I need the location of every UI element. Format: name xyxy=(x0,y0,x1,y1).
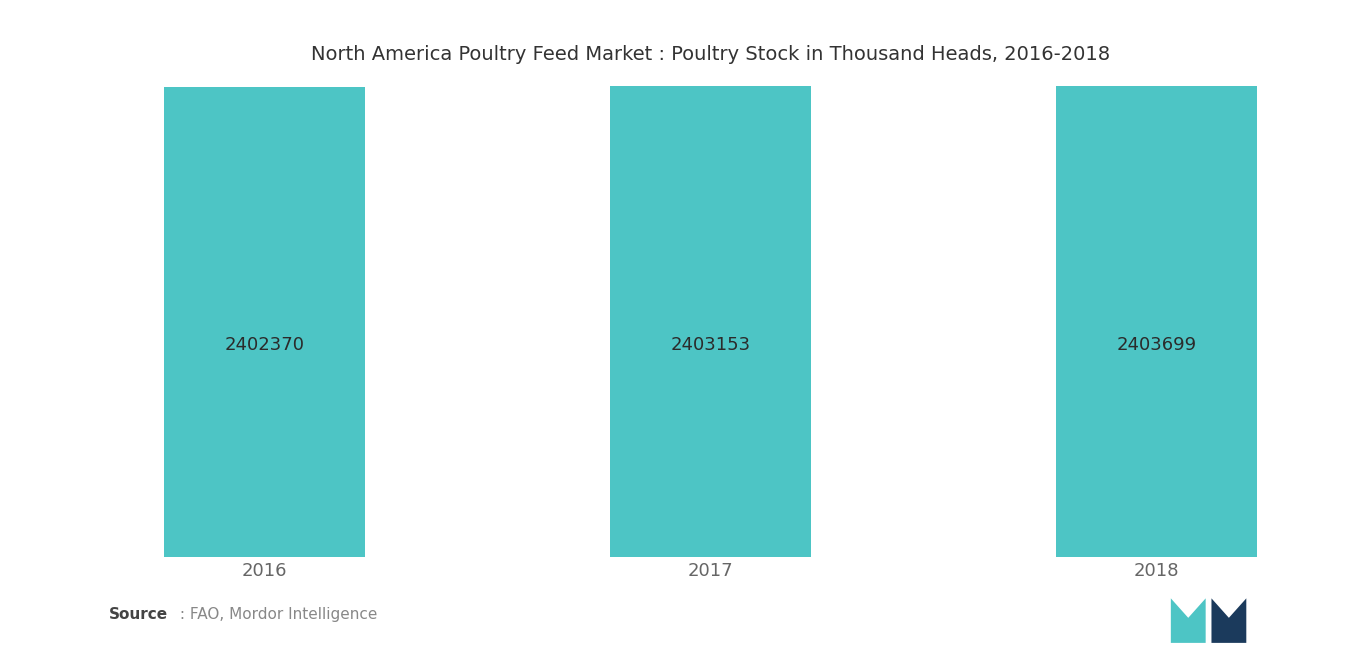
Title: North America Poultry Feed Market : Poultry Stock in Thousand Heads, 2016-2018: North America Poultry Feed Market : Poul… xyxy=(310,45,1111,64)
Text: 2402370: 2402370 xyxy=(224,335,305,354)
Bar xyxy=(164,86,365,557)
Text: Source: Source xyxy=(109,607,168,622)
Bar xyxy=(1056,86,1257,557)
Text: 2403699: 2403699 xyxy=(1116,335,1197,354)
Bar xyxy=(611,86,810,557)
Text: : FAO, Mordor Intelligence: : FAO, Mordor Intelligence xyxy=(175,607,377,622)
Text: 2403153: 2403153 xyxy=(671,335,750,354)
